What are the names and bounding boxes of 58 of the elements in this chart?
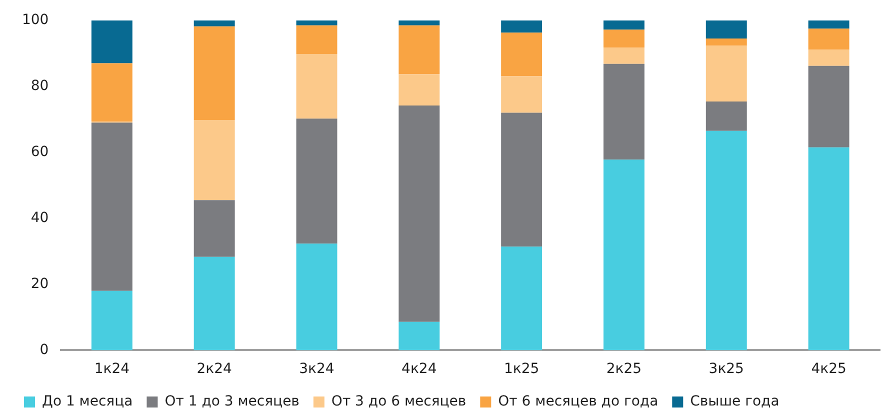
legend-label: Свыше года xyxy=(690,394,780,410)
bar xyxy=(398,322,440,350)
bar xyxy=(706,130,747,350)
bar xyxy=(501,20,542,33)
legend-label: От 6 месяцев до года xyxy=(498,394,658,410)
bar xyxy=(296,118,338,244)
y-tick-label: 100 xyxy=(22,12,49,28)
y-tick-label: 0 xyxy=(40,342,49,358)
bar xyxy=(808,50,850,66)
bar xyxy=(194,26,235,120)
bar xyxy=(194,20,235,26)
y-tick-label: 20 xyxy=(30,276,49,292)
bar xyxy=(91,290,132,350)
bar xyxy=(296,244,338,350)
bar xyxy=(501,112,542,247)
bar xyxy=(706,38,747,46)
bar xyxy=(194,120,235,200)
bar xyxy=(398,105,440,322)
bar xyxy=(808,28,850,50)
x-tick-label: 3к24 xyxy=(299,361,334,378)
bar xyxy=(296,54,338,119)
bar xyxy=(398,74,440,106)
bar xyxy=(808,66,850,148)
bar xyxy=(706,46,747,102)
bar xyxy=(603,160,644,350)
legend-label: От 3 до 6 месяцев xyxy=(331,394,466,410)
bar xyxy=(706,102,747,131)
bar xyxy=(706,20,747,39)
bar xyxy=(296,25,338,54)
legend-label: До 1 месяца xyxy=(42,394,133,410)
x-tick-label: 4к24 xyxy=(402,361,437,378)
bar xyxy=(501,32,542,76)
bar xyxy=(501,76,542,113)
bar xyxy=(91,63,132,122)
bar xyxy=(808,147,850,350)
bar xyxy=(398,25,440,74)
bar xyxy=(194,200,235,257)
x-tick-label: 2к25 xyxy=(606,361,642,378)
bar xyxy=(603,64,644,160)
bar xyxy=(603,30,644,48)
bar xyxy=(398,20,440,26)
bar xyxy=(194,256,235,350)
bar xyxy=(603,48,644,64)
legend-label: От 1 до 3 месяцев xyxy=(164,394,300,410)
bar xyxy=(808,20,850,29)
x-tick-label: 1к24 xyxy=(94,361,130,378)
x-tick-label: 3к25 xyxy=(708,361,744,378)
x-tick-label: 1к25 xyxy=(504,361,540,378)
bar xyxy=(91,20,132,64)
y-tick-label: 40 xyxy=(30,210,49,226)
bar xyxy=(91,122,132,291)
x-tick-label: 2к24 xyxy=(196,361,232,378)
y-tick-label: 80 xyxy=(30,78,49,94)
x-tick-label: 4к25 xyxy=(811,361,846,378)
y-tick-label: 60 xyxy=(30,144,49,160)
bar xyxy=(501,246,542,350)
bar xyxy=(603,20,644,30)
bar xyxy=(296,20,338,26)
